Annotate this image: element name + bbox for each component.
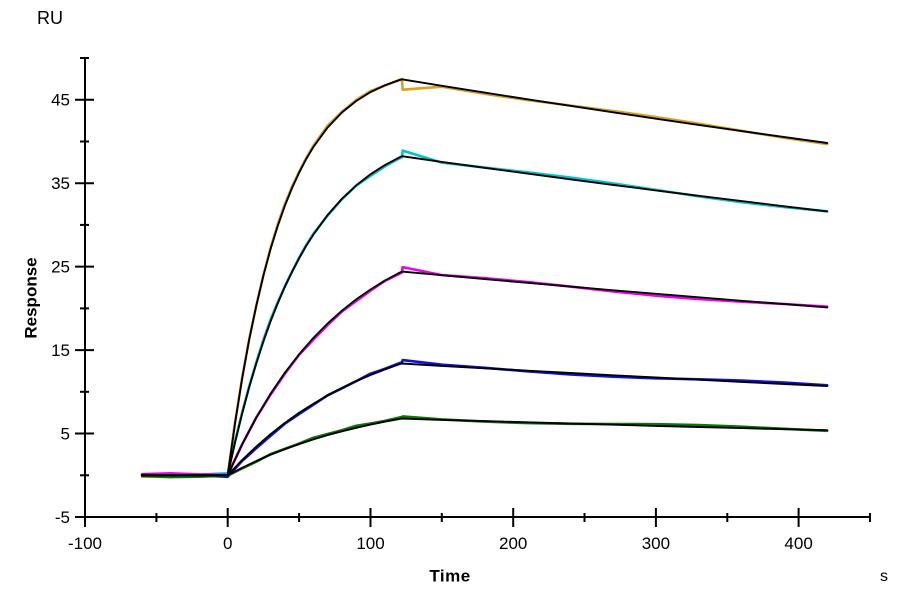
y-tick-label: 45 [51, 91, 70, 110]
y-tick-label: -5 [55, 508, 70, 527]
x-tick-label: 300 [642, 534, 670, 553]
y-tick-label: 5 [61, 425, 70, 444]
fit-curve-2-cyan [141, 155, 829, 477]
y-tick-label: 35 [51, 174, 70, 193]
x-axis-title: Time [429, 566, 471, 586]
x-tick-label: 200 [499, 534, 527, 553]
fit-curve-3-magenta [141, 270, 829, 477]
axes-lines [84, 58, 870, 518]
x-tick-label: -100 [68, 534, 102, 553]
x-tick-label: 100 [356, 534, 384, 553]
y-tick-label: 15 [51, 341, 70, 360]
y-axis-unit-label: RU [37, 8, 63, 28]
data-curve-3-magenta [140, 265, 829, 477]
y-tick-label: 25 [51, 258, 70, 277]
x-tick-label: 0 [223, 534, 232, 553]
fit-curve-1-orange [141, 78, 829, 477]
x-axis-unit-label: s [880, 568, 888, 585]
x-tick-label: 400 [784, 534, 812, 553]
fit-curve-5-green [141, 417, 829, 477]
data-curve-4-blue [140, 358, 829, 479]
y-axis-title: Response [21, 257, 41, 339]
data-curve-5-green [140, 415, 829, 479]
fit-curve-4-blue [141, 362, 829, 477]
